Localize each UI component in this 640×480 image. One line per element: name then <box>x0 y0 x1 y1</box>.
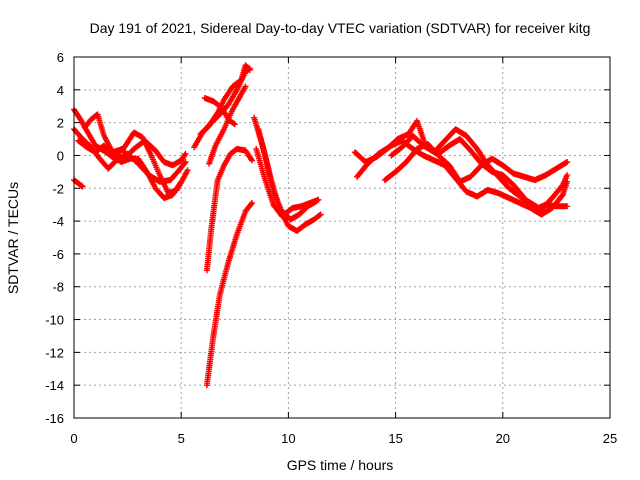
y-tick-label: -16 <box>45 411 64 426</box>
data-point-markers <box>71 177 86 190</box>
data-point-markers <box>75 137 185 202</box>
x-tick-label: 15 <box>388 431 402 446</box>
x-tick-label: 10 <box>281 431 295 446</box>
series-track-k <box>203 200 255 389</box>
series-track-r <box>388 126 571 213</box>
series-track-n <box>253 145 322 220</box>
data-point-markers <box>203 200 255 389</box>
x-tick-label: 25 <box>603 431 617 446</box>
y-tick-label: 2 <box>57 116 64 131</box>
x-tick-label: 20 <box>496 431 510 446</box>
y-tick-label: -2 <box>52 181 64 196</box>
axis-ticks: -16 -14 -12 -10 -8 -6 -4 -2 0 2 4 6 0 5 10 15 20 25 <box>45 50 617 446</box>
data-point-markers <box>203 145 255 274</box>
series-track-j <box>203 145 255 274</box>
x-tick-label: 5 <box>178 431 185 446</box>
y-tick-label: 6 <box>57 50 64 65</box>
series-track-i <box>206 83 249 167</box>
data-point-markers <box>206 83 249 167</box>
grid-lines <box>74 57 610 418</box>
plot-frame <box>73 56 611 419</box>
data-point-markers <box>197 62 253 138</box>
y-tick-label: -10 <box>45 313 64 328</box>
series-track-c <box>71 177 86 190</box>
data-point-markers <box>253 145 322 220</box>
y-axis-label: SDTVAR / TECUs <box>5 182 21 294</box>
y-tick-label: -12 <box>45 345 64 360</box>
y-tick-label: 0 <box>57 148 64 163</box>
series-track-h <box>197 62 253 138</box>
series-track-e <box>75 137 185 202</box>
data-points <box>71 62 571 389</box>
chart-title: Day 191 of 2021, Sidereal Day-to-day VTE… <box>90 20 591 36</box>
data-point-markers <box>388 126 571 213</box>
y-tick-label: -4 <box>52 214 64 229</box>
y-tick-label: -8 <box>52 280 64 295</box>
y-tick-label: -6 <box>52 247 64 262</box>
x-tick-label: 0 <box>70 431 77 446</box>
x-axis-label: GPS time / hours <box>287 457 394 473</box>
y-tick-label: 4 <box>57 83 64 98</box>
y-tick-label: -14 <box>45 378 64 393</box>
